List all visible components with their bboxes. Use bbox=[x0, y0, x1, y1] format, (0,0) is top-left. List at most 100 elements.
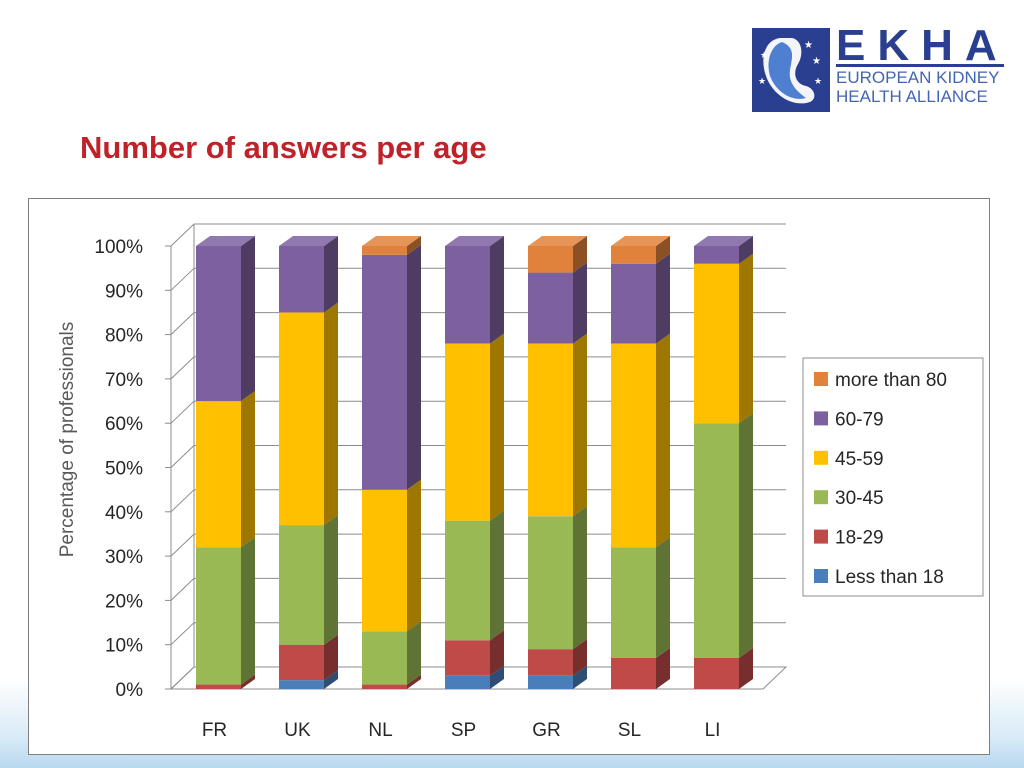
legend-label: 60-79 bbox=[835, 409, 884, 430]
bar-segment-top bbox=[528, 236, 587, 246]
gridline-side bbox=[170, 578, 195, 601]
legend-label: more than 80 bbox=[835, 370, 947, 391]
bar-segment bbox=[196, 684, 241, 689]
bar-segment-side bbox=[656, 236, 670, 264]
x-tick-label: LI bbox=[705, 720, 721, 741]
bar-segment bbox=[279, 312, 324, 526]
bar-segment-top bbox=[445, 236, 504, 246]
bar-segment bbox=[445, 675, 490, 689]
bar-segment-side bbox=[324, 634, 338, 681]
bar-segment bbox=[445, 343, 490, 521]
bar-segment bbox=[196, 547, 241, 685]
bar-segment-side bbox=[324, 670, 338, 689]
x-tick-label: FR bbox=[202, 720, 227, 741]
bar-segment bbox=[196, 246, 241, 402]
bar-segment bbox=[611, 547, 656, 658]
bar-segment bbox=[528, 649, 573, 676]
bar-segment bbox=[279, 644, 324, 681]
bar-segment-side bbox=[324, 302, 338, 526]
legend-swatch bbox=[814, 490, 828, 505]
x-tick-label: GR bbox=[532, 720, 561, 741]
y-tick-label: 10% bbox=[105, 636, 143, 657]
legend-swatch bbox=[814, 450, 828, 465]
bar-segment bbox=[528, 675, 573, 689]
bar-segment bbox=[362, 246, 407, 255]
bar-segment bbox=[196, 401, 241, 548]
bar-segment-side bbox=[490, 333, 504, 521]
bar-segment-side bbox=[407, 674, 421, 689]
bar-segment bbox=[279, 246, 324, 313]
bar-segment-side bbox=[739, 647, 753, 689]
bar-segment bbox=[279, 680, 324, 689]
bar-segment bbox=[694, 246, 739, 264]
y-tick-label: 0% bbox=[116, 680, 144, 701]
bar-segment bbox=[611, 657, 656, 689]
y-tick-label: 40% bbox=[105, 503, 143, 524]
kidney-stars-icon: ★ ★ ★ ★ ★ bbox=[752, 28, 830, 112]
bar-segment-side bbox=[739, 413, 753, 658]
svg-text:★: ★ bbox=[760, 51, 768, 61]
bar-segment-side bbox=[656, 253, 670, 344]
bar-segment-side bbox=[241, 537, 255, 685]
bar-segment-side bbox=[656, 647, 670, 689]
legend-label: 30-45 bbox=[835, 488, 884, 509]
bar-segment bbox=[445, 520, 490, 641]
x-tick-label: UK bbox=[284, 720, 311, 741]
bar-segment bbox=[528, 516, 573, 650]
y-tick-label: 30% bbox=[105, 547, 143, 568]
logo-rule bbox=[836, 64, 1004, 67]
legend-label: 45-59 bbox=[835, 449, 884, 470]
y-tick-label: 20% bbox=[105, 591, 143, 612]
bar-segment-side bbox=[490, 665, 504, 689]
logo-line2: HEALTH ALLIANCE bbox=[836, 87, 988, 106]
gridline-side bbox=[170, 400, 195, 424]
y-tick-label: 100% bbox=[94, 237, 143, 258]
gridline-side bbox=[170, 622, 195, 646]
bar-segment-top bbox=[611, 236, 670, 246]
bar-segment-side bbox=[407, 236, 421, 255]
legend-swatch bbox=[814, 372, 828, 386]
gridline-side bbox=[170, 356, 195, 380]
bar-segment-side bbox=[241, 236, 255, 402]
legend-box bbox=[802, 357, 984, 597]
x-tick-label: SP bbox=[451, 720, 476, 741]
bar-segment-side bbox=[407, 621, 421, 685]
gridline-side bbox=[170, 223, 195, 247]
bar-segment-side bbox=[407, 244, 421, 490]
bar-segment bbox=[528, 343, 573, 517]
bar-segment bbox=[611, 343, 656, 548]
svg-text:★: ★ bbox=[814, 77, 822, 87]
bar-segment-top bbox=[694, 236, 753, 246]
bar-segment bbox=[362, 684, 407, 689]
bar-segment-top bbox=[279, 236, 338, 246]
bar-segment-side bbox=[739, 253, 753, 424]
bar-segment bbox=[694, 263, 739, 424]
bar-segment-side bbox=[573, 639, 587, 676]
y-tick-label: 70% bbox=[105, 370, 143, 391]
bar-segment-side bbox=[490, 510, 504, 641]
bar-segment-side bbox=[241, 674, 255, 689]
bar-segment-side bbox=[324, 236, 338, 313]
x-tick-label: SL bbox=[618, 720, 641, 741]
bar-segment-side bbox=[656, 537, 670, 658]
slide-title: Number of answers per age bbox=[80, 130, 487, 165]
y-tick-label: 90% bbox=[105, 281, 143, 302]
logo-line1: EUROPEAN KIDNEY bbox=[836, 68, 1000, 87]
bar-segment-side bbox=[573, 236, 587, 273]
gridline-side bbox=[170, 533, 195, 557]
bar-segment-side bbox=[573, 333, 587, 517]
svg-text:★: ★ bbox=[758, 77, 766, 87]
bar-segment-top bbox=[196, 236, 255, 246]
svg-text:★: ★ bbox=[804, 40, 813, 51]
legend-swatch bbox=[814, 529, 828, 544]
gridline-side bbox=[170, 312, 195, 335]
bar-segment-side bbox=[739, 236, 753, 264]
bar-segment-side bbox=[490, 630, 504, 676]
bar-segment-side bbox=[407, 479, 421, 632]
y-tick-label: 60% bbox=[105, 414, 143, 435]
bar-segment bbox=[528, 246, 573, 273]
bar-segment bbox=[694, 657, 739, 689]
bar-segment bbox=[362, 254, 407, 490]
logo-letters: EKHA bbox=[836, 21, 1009, 70]
x-tick-label: NL bbox=[368, 720, 392, 741]
